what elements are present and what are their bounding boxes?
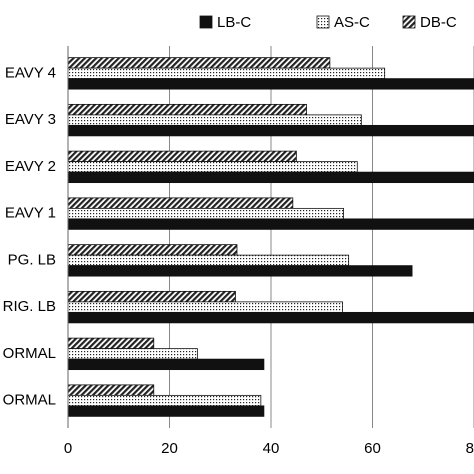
- bar: [68, 348, 198, 360]
- y-tick-label: PG. LB: [8, 251, 56, 268]
- bar: [68, 244, 238, 256]
- legend-label: DB-C: [420, 14, 457, 31]
- bar: [68, 78, 474, 90]
- legend-swatch: [316, 15, 330, 29]
- y-tick-label: RIG. LB: [3, 298, 56, 315]
- bar: [68, 301, 343, 313]
- bar: [68, 57, 331, 69]
- bar: [68, 67, 386, 80]
- bar: [68, 265, 413, 277]
- y-tick-label: ORMAL: [3, 392, 56, 409]
- bar: [68, 358, 265, 371]
- legend-swatch: [402, 15, 416, 29]
- bar: [68, 394, 262, 407]
- y-tick-label: EAVY 4: [5, 64, 56, 81]
- bar: [68, 384, 155, 396]
- legend-swatch: [199, 15, 213, 29]
- bar: [68, 150, 297, 163]
- legend-label: LB-C: [217, 14, 251, 31]
- x-tick-label: 0: [64, 440, 72, 457]
- x-tick-label: 20: [161, 440, 178, 457]
- bar: [68, 114, 362, 126]
- bar: [68, 218, 474, 230]
- bar: [68, 103, 307, 116]
- bar: [68, 254, 350, 267]
- bar: [68, 337, 155, 350]
- x-tick-label: 60: [364, 440, 381, 457]
- bar: [68, 197, 294, 209]
- x-tick-label: 80: [466, 440, 474, 457]
- y-tick-label: EAVY 1: [5, 205, 56, 222]
- legend-label: AS-C: [334, 14, 370, 31]
- y-tick-label: ORMAL: [3, 345, 56, 362]
- bar: [68, 311, 474, 324]
- bar: [68, 405, 265, 417]
- bar: [68, 161, 358, 173]
- y-tick-label: EAVY 2: [5, 158, 56, 175]
- bar: [68, 124, 474, 137]
- bar: [68, 171, 474, 184]
- bar: [68, 290, 236, 303]
- y-tick-label: EAVY 3: [5, 111, 56, 128]
- x-tick-label: 40: [263, 440, 280, 457]
- bar: [68, 207, 344, 220]
